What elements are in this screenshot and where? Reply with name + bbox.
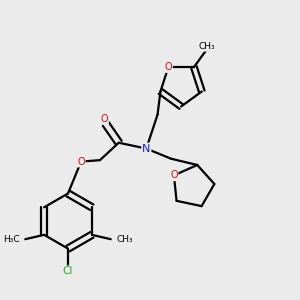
Text: O: O — [170, 170, 178, 180]
Text: N: N — [142, 143, 151, 154]
Text: O: O — [164, 62, 172, 72]
Text: Cl: Cl — [63, 266, 73, 276]
Text: CH₃: CH₃ — [198, 42, 215, 51]
Text: CH₃: CH₃ — [116, 235, 133, 244]
Text: H₃C: H₃C — [3, 235, 20, 244]
Text: O: O — [100, 114, 108, 124]
Text: O: O — [77, 157, 85, 166]
